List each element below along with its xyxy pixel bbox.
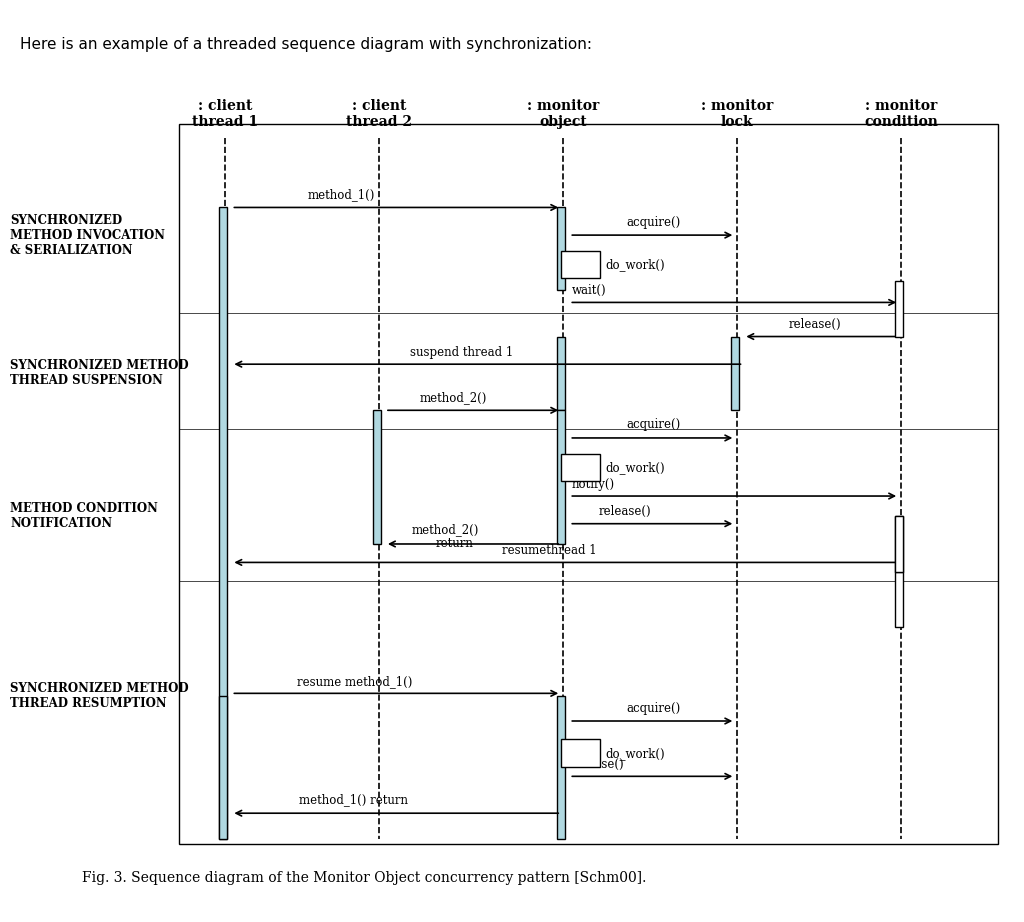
Bar	[557, 207, 565, 290]
Text: : monitor
object: : monitor object	[527, 99, 599, 129]
Text: suspend thread 1: suspend thread 1	[410, 346, 513, 359]
Text: release(): release()	[788, 318, 841, 331]
Text: : client
thread 2: : client thread 2	[346, 99, 412, 129]
Bar	[179, 124, 998, 844]
Bar	[557, 337, 565, 410]
Text: do_work(): do_work()	[605, 461, 665, 474]
Text: SYNCHRONIZED METHOD
THREAD RESUMPTION: SYNCHRONIZED METHOD THREAD RESUMPTION	[10, 682, 188, 710]
Bar	[219, 696, 227, 839]
Text: : client
thread 1: : client thread 1	[193, 99, 258, 129]
Text: method_1() return: method_1() return	[299, 793, 408, 806]
Text: release(): release()	[599, 505, 651, 518]
Text: SYNCHRONIZED METHOD
THREAD SUSPENSION: SYNCHRONIZED METHOD THREAD SUSPENSION	[10, 360, 188, 387]
Text: METHOD CONDITION
NOTIFICATION: METHOD CONDITION NOTIFICATION	[10, 502, 158, 530]
Text: SYNCHRONIZED
METHOD INVOCATION
& SERIALIZATION: SYNCHRONIZED METHOD INVOCATION & SERIALI…	[10, 214, 165, 256]
Text: Fig. 3. Sequence diagram of the Monitor Object concurrency pattern [Schm00].: Fig. 3. Sequence diagram of the Monitor …	[82, 871, 646, 885]
Text: return: return	[435, 538, 473, 550]
Text: do_work(): do_work()	[605, 258, 665, 271]
Text: : monitor
lock: : monitor lock	[701, 99, 773, 129]
Bar	[561, 739, 600, 767]
Text: method_2(): method_2()	[420, 391, 487, 404]
Bar	[561, 454, 600, 481]
Text: notify(): notify()	[571, 478, 614, 491]
Bar	[895, 516, 903, 572]
Text: Here is an example of a threaded sequence diagram with synchronization:: Here is an example of a threaded sequenc…	[20, 37, 593, 52]
Text: release(): release()	[571, 758, 624, 771]
Text: resume method_1(): resume method_1()	[297, 675, 413, 688]
Text: wait(): wait()	[571, 284, 606, 297]
Text: resumethread 1: resumethread 1	[502, 544, 596, 557]
Text: do_work(): do_work()	[605, 747, 665, 760]
Bar	[895, 516, 903, 572]
Text: method_2(): method_2()	[412, 524, 479, 537]
Text: method_1(): method_1()	[307, 188, 375, 201]
Bar	[895, 572, 903, 627]
Bar	[561, 251, 600, 278]
Text: acquire(): acquire()	[627, 216, 681, 229]
Text: acquire(): acquire()	[627, 419, 681, 431]
Bar	[557, 696, 565, 839]
Bar	[895, 281, 903, 337]
Bar	[731, 337, 739, 410]
Bar	[219, 207, 227, 839]
Bar	[373, 410, 381, 544]
Text: acquire(): acquire()	[627, 703, 681, 715]
Text: : monitor
condition: : monitor condition	[864, 99, 938, 129]
Bar	[557, 410, 565, 544]
